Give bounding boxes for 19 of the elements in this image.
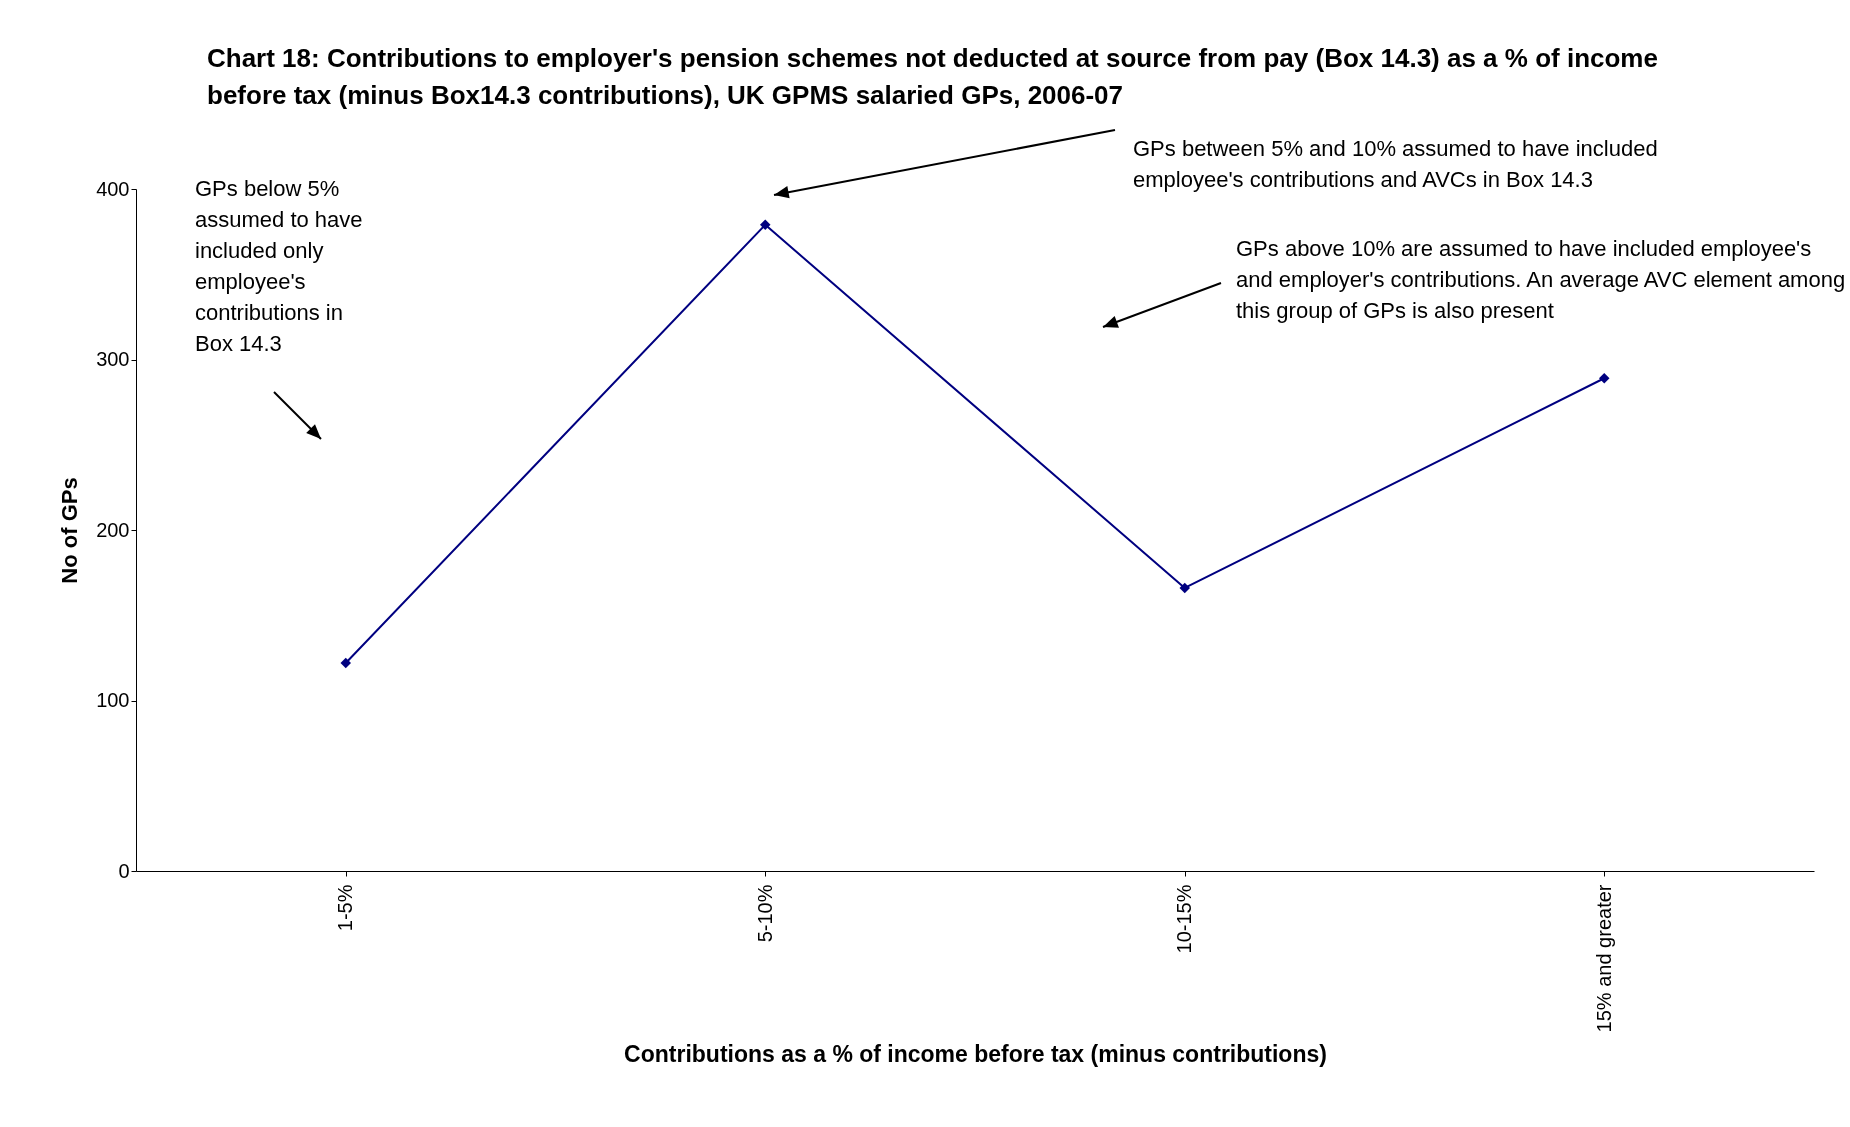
point: [1179, 582, 1190, 594]
y-tick-label: 300: [96, 348, 130, 370]
y-tick-label: 400: [96, 177, 130, 200]
x-tick-label: 10-15%: [1173, 884, 1196, 954]
annotation: GPs below 5% assumed to have included only employee's contributions in Box 14.3: [195, 175, 364, 358]
x-tick-label: 1-5%: [334, 884, 357, 932]
chart-title: Chart 18: Contributions to employer's pension schemes not deducted at source from pay (Box 14.3) as a % of income before tax (minus Box14.3 contributions), UK GPMS salaried GPs, 2006-07: [207, 42, 1659, 112]
x-tick-label: 15% and greater: [1592, 884, 1615, 1033]
point: [340, 657, 351, 669]
point: [1599, 373, 1610, 384]
annotation: GPs above 10% are assumed to have included employee's and employer's contributions. An average AVC element among this group of GPs is also present: [1236, 235, 1846, 325]
y-axis-title: No of GPs: [57, 477, 83, 584]
x-axis-title: Contributions as a % of income before tax (minus contributions): [624, 1041, 1327, 1068]
x-tick-label: 5-10%: [753, 884, 776, 943]
y-tick-label: 0: [118, 859, 130, 882]
y-tick-label: 200: [96, 518, 130, 541]
point: [760, 219, 771, 231]
y-tick-label: 100: [96, 689, 130, 711]
annotation: GPs between 5% and 10% assumed to have included employee's contributions and AVCs in Box 14.3: [1133, 135, 1659, 194]
